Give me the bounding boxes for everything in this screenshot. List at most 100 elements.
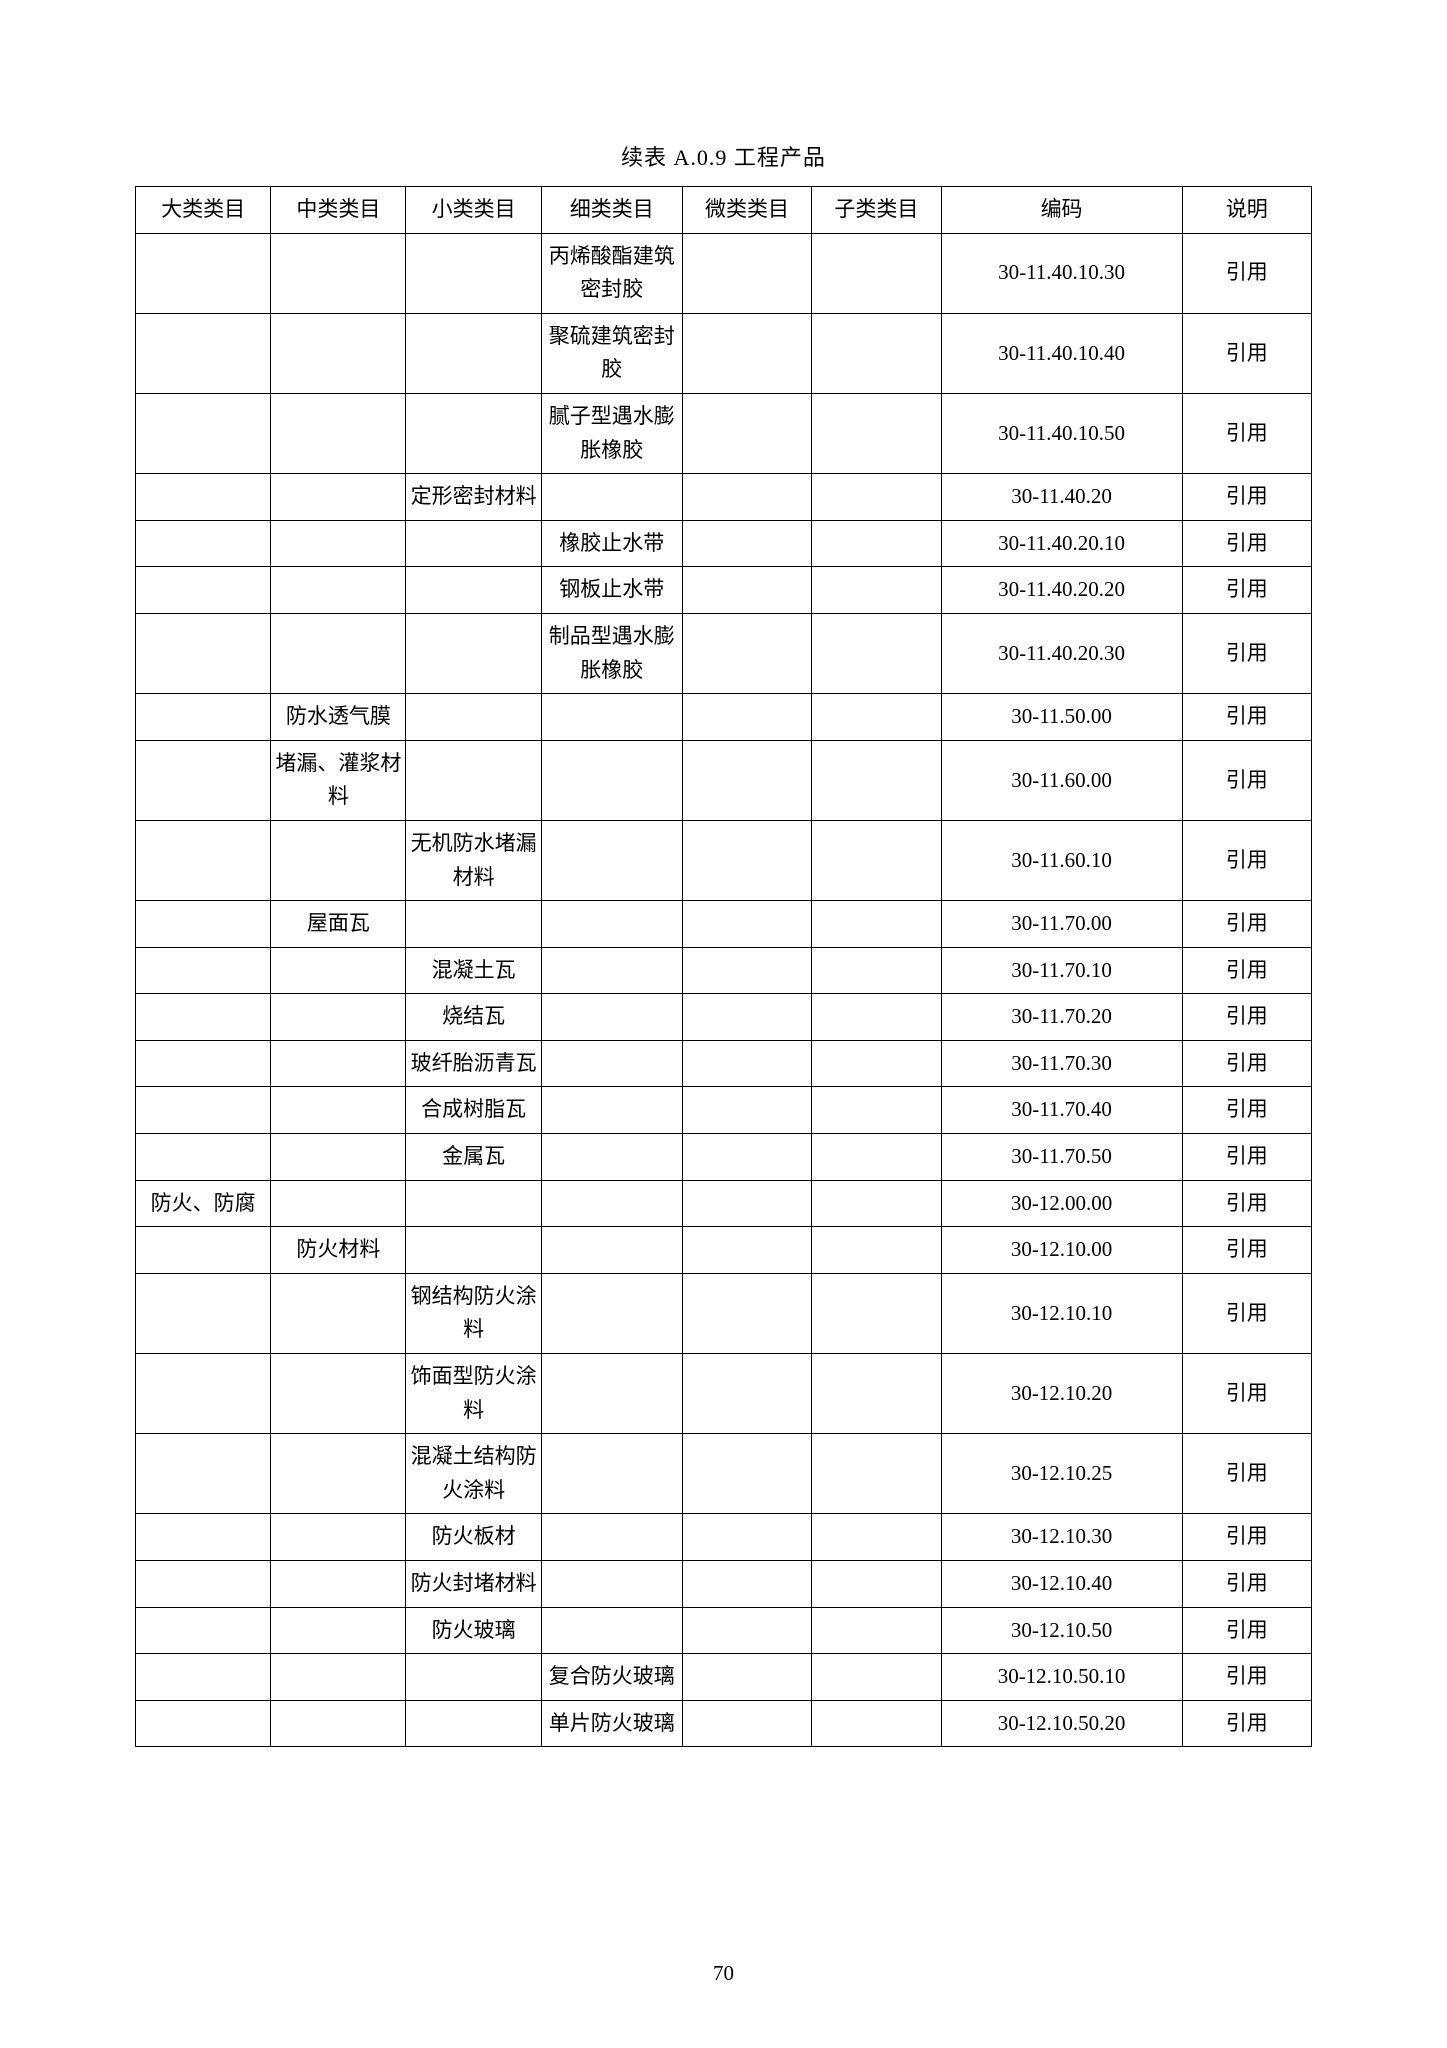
table-cell: [812, 1607, 941, 1654]
table-cell: [271, 393, 406, 473]
col-header: 大类类目: [136, 187, 271, 234]
table-cell: 30-12.00.00: [941, 1180, 1182, 1227]
table-cell: [682, 1654, 811, 1701]
table-cell: [136, 820, 271, 900]
table-row: 橡胶止水带30-11.40.20.10引用: [136, 520, 1312, 567]
table-cell: [812, 1087, 941, 1134]
table-cell: [541, 1273, 682, 1353]
table-cell: 引用: [1182, 613, 1311, 693]
table-cell: [406, 1227, 541, 1274]
table-cell: [136, 1700, 271, 1747]
table-cell: 引用: [1182, 474, 1311, 521]
table-cell: [682, 740, 811, 820]
table-cell: [812, 233, 941, 313]
table-cell: [682, 474, 811, 521]
table-cell: 30-11.40.20.10: [941, 520, 1182, 567]
table-cell: [682, 520, 811, 567]
table-cell: [812, 1040, 941, 1087]
table-cell: 橡胶止水带: [541, 520, 682, 567]
table-cell: 30-11.70.40: [941, 1087, 1182, 1134]
table-cell: [136, 1087, 271, 1134]
table-cell: 引用: [1182, 947, 1311, 994]
table-cell: [812, 1134, 941, 1181]
table-cell: 钢板止水带: [541, 567, 682, 614]
table-cell: 无机防水堵漏材料: [406, 820, 541, 900]
table-cell: [271, 1087, 406, 1134]
table-cell: 30-11.40.10.30: [941, 233, 1182, 313]
table-cell: [682, 567, 811, 614]
table-cell: 30-12.10.50.20: [941, 1700, 1182, 1747]
table-cell: [271, 1273, 406, 1353]
table-cell: 30-11.40.20.30: [941, 613, 1182, 693]
col-header: 微类类目: [682, 187, 811, 234]
table-cell: [136, 1273, 271, 1353]
table-cell: [406, 1654, 541, 1701]
table-cell: 引用: [1182, 1561, 1311, 1608]
table-row: 丙烯酸酯建筑密封胶30-11.40.10.30引用: [136, 233, 1312, 313]
table-cell: 防火、防腐: [136, 1180, 271, 1227]
table-cell: [812, 520, 941, 567]
table-cell: [136, 233, 271, 313]
table-cell: 30-11.60.00: [941, 740, 1182, 820]
table-cell: [406, 520, 541, 567]
table-cell: 引用: [1182, 1654, 1311, 1701]
table-cell: 30-11.70.50: [941, 1134, 1182, 1181]
table-cell: [406, 233, 541, 313]
table-cell: 防火封堵材料: [406, 1561, 541, 1608]
table-cell: [406, 613, 541, 693]
table-cell: [406, 393, 541, 473]
table-cell: [812, 567, 941, 614]
table-cell: 定形密封材料: [406, 474, 541, 521]
table-cell: [541, 1514, 682, 1561]
table-row: 防火玻璃30-12.10.50引用: [136, 1607, 1312, 1654]
data-table: 大类类目 中类类目 小类类目 细类类目 微类类目 子类类目 编码 说明 丙烯酸酯…: [135, 186, 1312, 1747]
table-cell: [541, 820, 682, 900]
table-cell: [136, 1607, 271, 1654]
table-cell: [271, 474, 406, 521]
table-cell: [812, 1180, 941, 1227]
table-cell: [136, 1514, 271, 1561]
table-row: 防火材料30-12.10.00引用: [136, 1227, 1312, 1274]
table-cell: [136, 1040, 271, 1087]
table-cell: [271, 1354, 406, 1434]
table-cell: [271, 1654, 406, 1701]
table-cell: [136, 613, 271, 693]
table-cell: 合成树脂瓦: [406, 1087, 541, 1134]
table-cell: [682, 1561, 811, 1608]
table-row: 烧结瓦30-11.70.20引用: [136, 994, 1312, 1041]
table-cell: [541, 1087, 682, 1134]
table-cell: [682, 1087, 811, 1134]
table-cell: 30-12.10.25: [941, 1434, 1182, 1514]
table-cell: [136, 1354, 271, 1434]
table-cell: [406, 313, 541, 393]
table-cell: [406, 567, 541, 614]
table-cell: [812, 820, 941, 900]
table-cell: [136, 313, 271, 393]
table-cell: 引用: [1182, 313, 1311, 393]
table-cell: [812, 313, 941, 393]
table-cell: [136, 1561, 271, 1608]
table-cell: [136, 567, 271, 614]
table-cell: 引用: [1182, 1180, 1311, 1227]
table-cell: 30-11.40.10.50: [941, 393, 1182, 473]
table-cell: [812, 1700, 941, 1747]
table-cell: [541, 994, 682, 1041]
table-cell: 引用: [1182, 820, 1311, 900]
table-cell: 30-12.10.50.10: [941, 1654, 1182, 1701]
table-cell: [541, 1607, 682, 1654]
table-row: 无机防水堵漏材料30-11.60.10引用: [136, 820, 1312, 900]
table-cell: 30-12.10.00: [941, 1227, 1182, 1274]
table-cell: [541, 1040, 682, 1087]
table-row: 防火、防腐 30-12.00.00引用: [136, 1180, 1312, 1227]
table-cell: [682, 1273, 811, 1353]
table-cell: [812, 694, 941, 741]
table-cell: [812, 1434, 941, 1514]
table-cell: [136, 393, 271, 473]
table-cell: 30-12.10.20: [941, 1354, 1182, 1434]
table-cell: 防火板材: [406, 1514, 541, 1561]
table-cell: [541, 1134, 682, 1181]
table-cell: [271, 567, 406, 614]
col-header: 细类类目: [541, 187, 682, 234]
table-cell: [541, 740, 682, 820]
table-cell: [812, 1227, 941, 1274]
